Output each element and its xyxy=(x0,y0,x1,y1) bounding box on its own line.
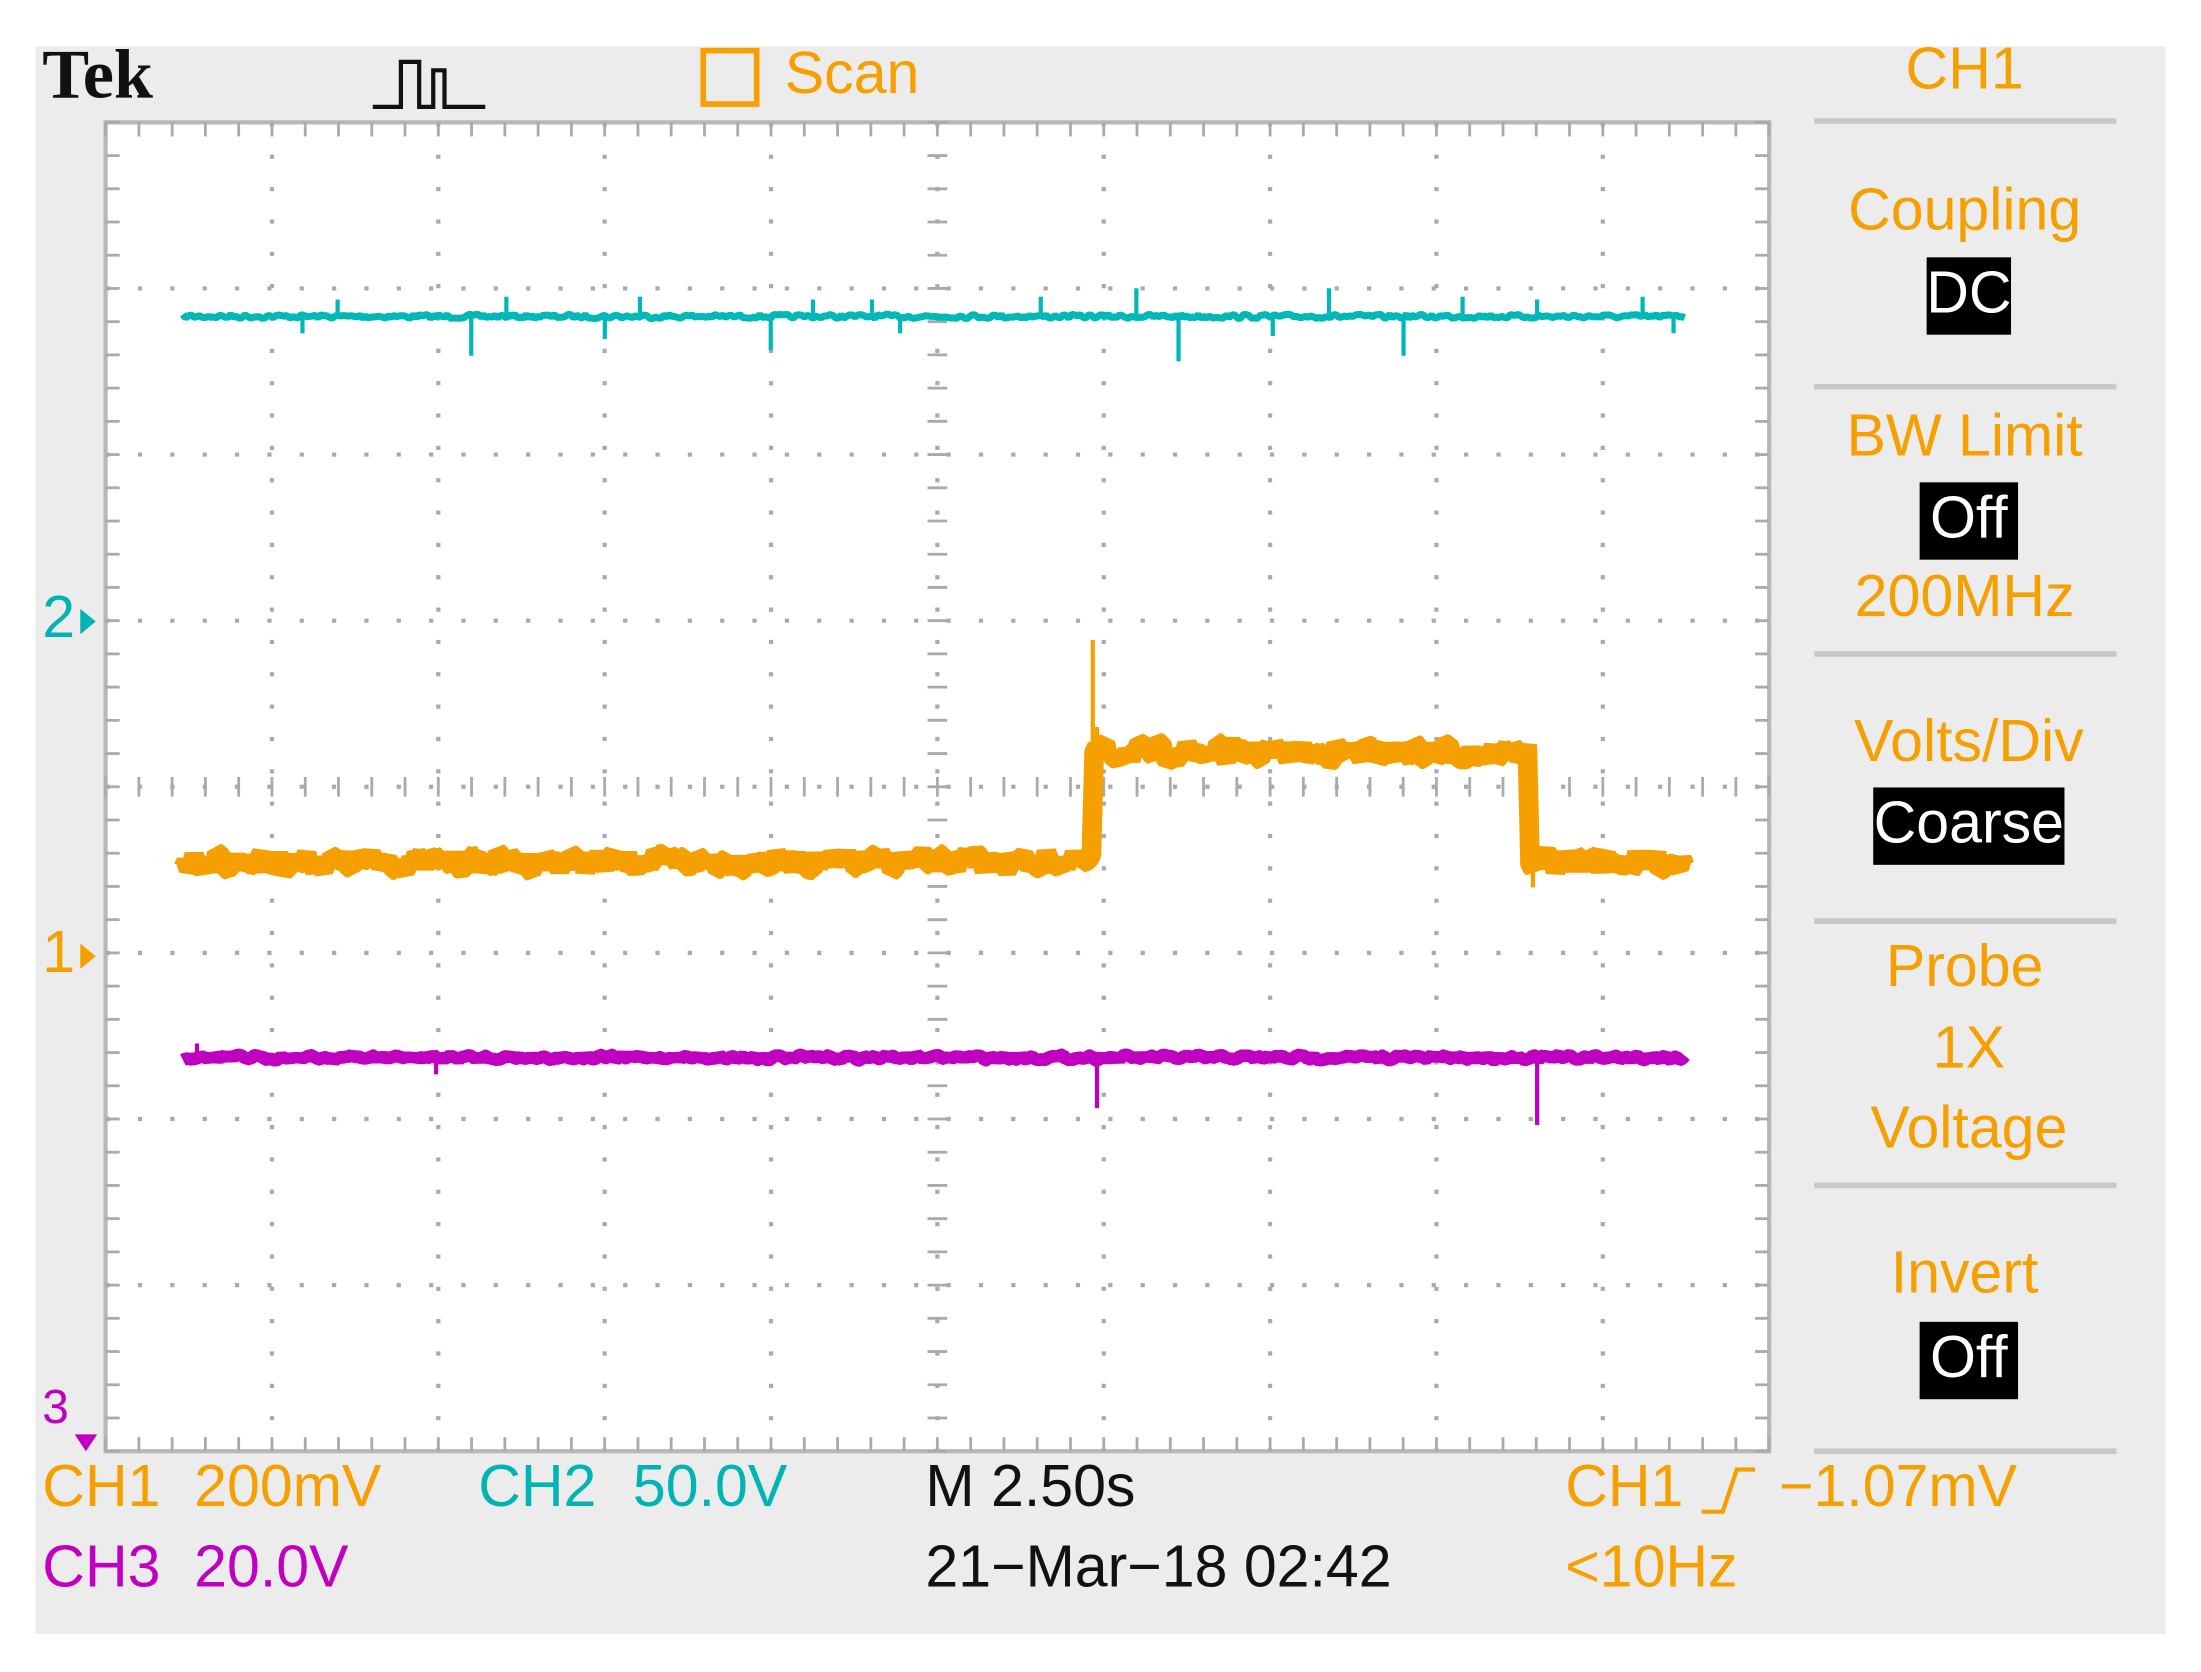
menu-label: Volts/Div xyxy=(1854,708,2084,774)
menu-value[interactable]: 1X xyxy=(1933,1014,2005,1080)
trigger-freq: <10Hz xyxy=(1565,1533,1737,1599)
traces xyxy=(174,288,1694,1125)
menu-note: 200MHz xyxy=(1855,563,2075,629)
menu-label: Coupling xyxy=(1848,176,2081,242)
ch3-scale: 20.0V xyxy=(194,1533,349,1599)
value-box xyxy=(1919,1321,2019,1400)
value-box xyxy=(1926,257,2012,335)
grid xyxy=(104,120,1771,1453)
trigger-level: −1.07mV xyxy=(1779,1453,2018,1519)
mode: Scan xyxy=(785,40,920,106)
datetime: 21−Mar−18 02:42 xyxy=(925,1533,1391,1599)
brand: Tek xyxy=(42,36,153,114)
ch3-arrow xyxy=(74,1434,98,1452)
acquire-icon xyxy=(372,59,486,109)
menu-value[interactable]: Off xyxy=(1930,1324,2008,1390)
menu-label: Invert xyxy=(1891,1239,2039,1305)
trigger-slope xyxy=(1701,1467,1756,1514)
value-box xyxy=(1919,482,2019,560)
ch2-arrow xyxy=(80,608,96,635)
ch1-arrow xyxy=(80,943,96,969)
ch1-scale: 200mV xyxy=(194,1453,382,1519)
ch2-label: CH2 xyxy=(478,1453,596,1519)
ch3-trace xyxy=(180,1048,1690,1067)
ch1-label: CH1 xyxy=(42,1453,160,1519)
menu-separators xyxy=(1814,118,2117,1455)
menu-value[interactable]: Off xyxy=(1930,484,2008,550)
timebase: M 2.50s xyxy=(925,1453,1135,1519)
ch3-label: CH3 xyxy=(42,1533,160,1599)
menu-note: Voltage xyxy=(1870,1095,2067,1161)
ch2-scale: 50.0V xyxy=(633,1453,788,1519)
menu-value[interactable]: DC xyxy=(1926,259,2011,325)
ch1-trace xyxy=(174,733,1694,881)
menu-title: CH1 xyxy=(1906,36,2024,102)
scan-box xyxy=(700,47,760,107)
value-box xyxy=(1873,787,2065,865)
ch2-marker: 2 xyxy=(42,584,75,650)
trigger-source: CH1 xyxy=(1565,1453,1683,1519)
menu-label: Probe xyxy=(1886,933,2044,999)
ch3-marker: 3 xyxy=(42,1381,69,1434)
menu-label: BW Limit xyxy=(1847,403,2083,469)
ch1-marker: 1 xyxy=(42,919,75,985)
ch2-trace xyxy=(180,310,1686,323)
menu-value[interactable]: Coarse xyxy=(1874,789,2064,855)
